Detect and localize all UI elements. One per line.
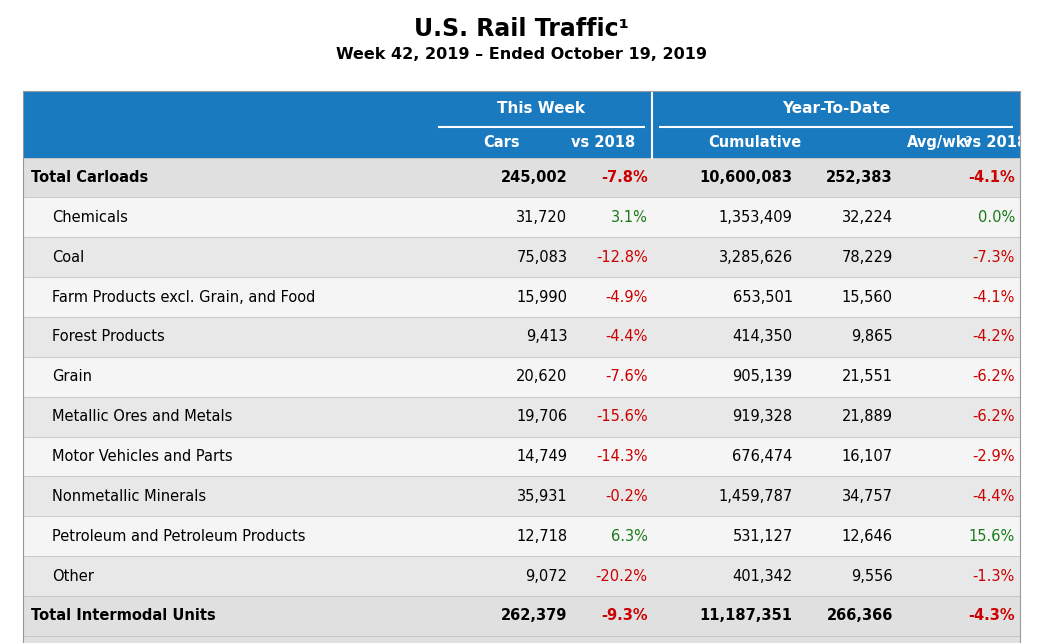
Bar [23,277,1020,317]
Text: -7.6%: -7.6% [605,369,648,385]
Text: -7.3%: -7.3% [972,249,1015,265]
Text: 11,187,351: 11,187,351 [700,608,793,624]
Text: Cumulative: Cumulative [708,134,801,150]
Text: 12,718: 12,718 [516,529,567,544]
Text: 0.0%: 0.0% [977,210,1015,225]
Bar [23,91,1020,127]
Text: 653,501: 653,501 [732,289,793,305]
Text: -4.3%: -4.3% [968,608,1015,624]
Text: -2.9%: -2.9% [972,449,1015,464]
Bar [23,476,1020,516]
Text: 21,551: 21,551 [842,369,893,385]
Text: -4.9%: -4.9% [605,289,648,305]
Text: -4.1%: -4.1% [968,170,1015,185]
Text: -15.6%: -15.6% [597,409,648,424]
Text: This Week: This Week [498,102,585,116]
Text: Nonmetallic Minerals: Nonmetallic Minerals [52,489,207,504]
Text: Week 42, 2019 – Ended October 19, 2019: Week 42, 2019 – Ended October 19, 2019 [336,47,707,62]
Text: 15,990: 15,990 [516,289,567,305]
Text: Total Carloads: Total Carloads [31,170,148,185]
Bar [23,516,1020,556]
Text: 401,342: 401,342 [732,568,793,584]
Text: Chemicals: Chemicals [52,210,128,225]
Text: 15,560: 15,560 [842,289,893,305]
Text: -1.3%: -1.3% [972,568,1015,584]
Text: 6.3%: 6.3% [611,529,648,544]
Text: 3,285,626: 3,285,626 [719,249,793,265]
Text: Avg/wk²: Avg/wk² [907,134,973,150]
Text: 19,706: 19,706 [516,409,567,424]
Text: -9.3%: -9.3% [601,608,648,624]
Bar [23,357,1020,397]
Bar [23,158,1020,197]
Text: -0.2%: -0.2% [605,489,648,504]
Text: 531,127: 531,127 [732,529,793,544]
Text: -4.2%: -4.2% [972,329,1015,345]
Text: Grain: Grain [52,369,92,385]
Text: -4.1%: -4.1% [972,289,1015,305]
Text: -4.4%: -4.4% [972,489,1015,504]
Text: Cars: Cars [483,134,519,150]
Text: 245,002: 245,002 [501,170,567,185]
Bar [23,317,1020,357]
Bar [23,397,1020,437]
Text: 15.6%: 15.6% [969,529,1015,544]
Text: 35,931: 35,931 [516,489,567,504]
Text: 34,757: 34,757 [842,489,893,504]
Text: 1,353,409: 1,353,409 [719,210,793,225]
Text: 10,600,083: 10,600,083 [700,170,793,185]
Bar [23,127,1020,158]
Text: -6.2%: -6.2% [972,409,1015,424]
Text: 31,720: 31,720 [516,210,567,225]
Text: 9,865: 9,865 [851,329,893,345]
Text: 1,459,787: 1,459,787 [719,489,793,504]
Text: 9,413: 9,413 [526,329,567,345]
Text: Farm Products excl. Grain, and Food: Farm Products excl. Grain, and Food [52,289,316,305]
Text: 9,072: 9,072 [526,568,567,584]
Text: Metallic Ores and Metals: Metallic Ores and Metals [52,409,233,424]
Text: -12.8%: -12.8% [596,249,648,265]
Text: 75,083: 75,083 [516,249,567,265]
Bar [23,197,1020,237]
Text: vs 2018: vs 2018 [964,134,1027,150]
Text: 252,383: 252,383 [826,170,893,185]
Text: 266,366: 266,366 [826,608,893,624]
Text: Year-To-Date: Year-To-Date [782,102,890,116]
Text: Forest Products: Forest Products [52,329,165,345]
Text: -14.3%: -14.3% [597,449,648,464]
Text: 20,620: 20,620 [516,369,567,385]
Text: 905,139: 905,139 [732,369,793,385]
Text: 414,350: 414,350 [732,329,793,345]
Text: Other: Other [52,568,94,584]
Text: 14,749: 14,749 [516,449,567,464]
Text: 3.1%: 3.1% [611,210,648,225]
Text: Coal: Coal [52,249,84,265]
Text: 21,889: 21,889 [842,409,893,424]
Bar [23,556,1020,596]
Text: Total Intermodal Units: Total Intermodal Units [31,608,216,624]
Text: 32,224: 32,224 [842,210,893,225]
Bar [23,636,1020,643]
Text: Motor Vehicles and Parts: Motor Vehicles and Parts [52,449,233,464]
Text: 16,107: 16,107 [842,449,893,464]
Bar [23,237,1020,277]
Bar [23,437,1020,476]
Text: -7.8%: -7.8% [601,170,648,185]
Text: 919,328: 919,328 [732,409,793,424]
Text: 262,379: 262,379 [501,608,567,624]
Text: -20.2%: -20.2% [596,568,648,584]
Text: 78,229: 78,229 [842,249,893,265]
Text: -6.2%: -6.2% [972,369,1015,385]
Text: vs 2018: vs 2018 [572,134,635,150]
Text: Petroleum and Petroleum Products: Petroleum and Petroleum Products [52,529,306,544]
Text: U.S. Rail Traffic¹: U.S. Rail Traffic¹ [414,17,629,41]
Text: 676,474: 676,474 [732,449,793,464]
Text: -4.4%: -4.4% [605,329,648,345]
Bar [23,596,1020,636]
Text: 9,556: 9,556 [851,568,893,584]
Text: 12,646: 12,646 [842,529,893,544]
